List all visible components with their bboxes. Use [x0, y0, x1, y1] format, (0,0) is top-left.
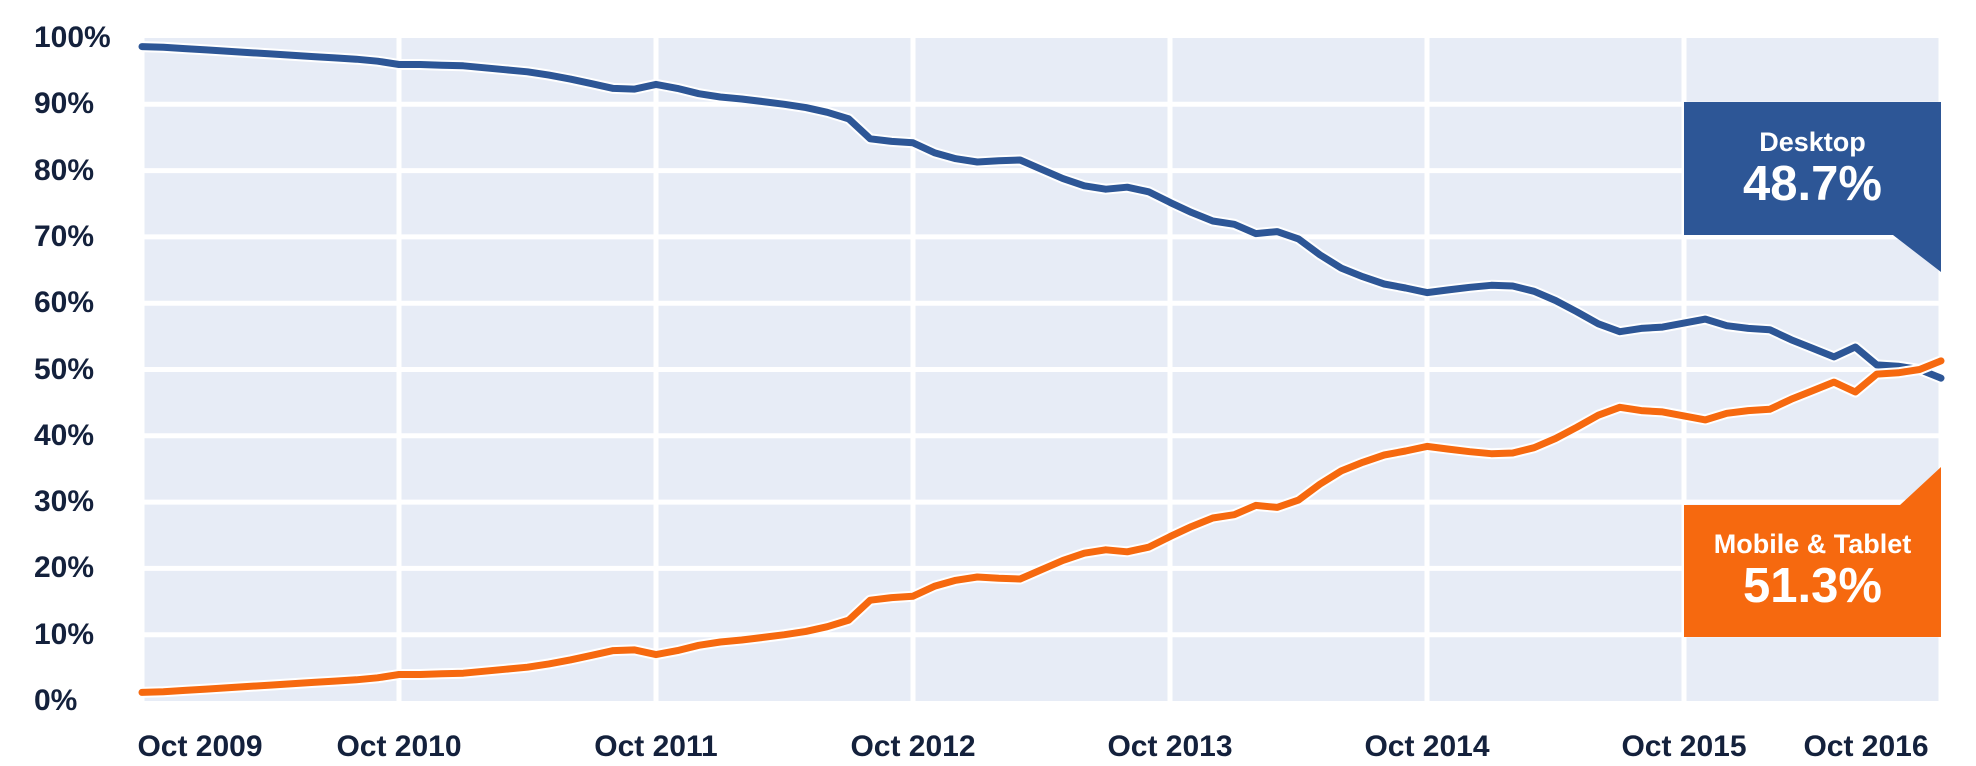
y-tick-label: 20%: [34, 551, 95, 585]
x-tick-label: Oct 2013: [1107, 730, 1233, 763]
x-tick-label: Oct 2015: [1621, 730, 1747, 763]
y-tick-label: 30%: [34, 485, 95, 519]
x-tick-label: Oct 2011: [594, 730, 718, 763]
y-tick-label: 60%: [34, 286, 95, 320]
desktop-callout-value: 48.7%: [1743, 156, 1882, 211]
x-tick-label: Oct 2014: [1364, 730, 1490, 763]
x-tick-label: Oct 2012: [850, 730, 976, 763]
mobile-tablet-line: [138, 357, 1945, 696]
y-tick-label: 40%: [34, 418, 95, 452]
y-tick-label: 10%: [34, 617, 95, 651]
x-tick-label: Oct 2010: [336, 730, 462, 763]
desktop-line: [138, 43, 1945, 382]
y-tick-label: 80%: [34, 153, 95, 187]
y-tick-label: 100%: [34, 21, 111, 54]
x-tick-label: Oct 2009: [137, 730, 263, 763]
y-tick-label: 0%: [34, 684, 78, 717]
y-tick-label: 50%: [34, 352, 95, 386]
mobile-tablet-callout-label: Mobile & Tablet: [1713, 529, 1912, 559]
y-tick-label: 70%: [34, 219, 95, 253]
y-tick-label: 90%: [34, 87, 95, 121]
x-tick-label: Oct 2016: [1803, 730, 1929, 763]
mobile-tablet-callout-value: 51.3%: [1743, 559, 1882, 613]
desktop-callout-label: Desktop: [1759, 126, 1866, 157]
